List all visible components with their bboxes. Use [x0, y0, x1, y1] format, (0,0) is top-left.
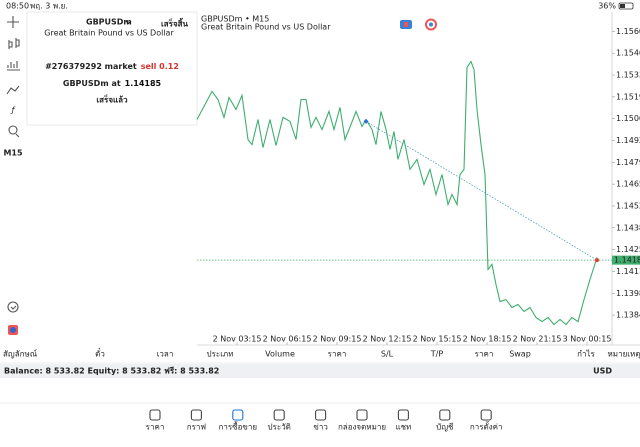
symbol-description: Great Britain Pound vs US Dollar [44, 29, 174, 38]
timeframe[interactable]: M15 [3, 149, 23, 158]
trade-levels-icon-inner [429, 22, 433, 27]
chart: GBPUSDm • M15 Great Britain Pound vs US … [196, 12, 640, 346]
order-symbol[interactable]: GBPUSDm [86, 18, 132, 27]
status-time: 08:50 [6, 2, 29, 11]
chart-subtitle: Great Britain Pound vs US Dollar [201, 23, 331, 32]
trade-exit [595, 258, 599, 263]
x-tick-label: 2 Nov 12:15 [363, 335, 412, 344]
x-tick-label: 2 Nov 15:15 [413, 335, 462, 344]
order-id: #276379292 market [45, 62, 137, 71]
symbol-chevron[interactable] [125, 20, 132, 25]
y-tick-label: 1.14385 [616, 223, 640, 232]
tab-label[interactable]: แชท [395, 423, 411, 432]
tab-label[interactable]: กราฟ [187, 423, 207, 432]
column-header[interactable]: ตั๋ว [95, 347, 105, 358]
column-header[interactable]: หมายเหตุ [608, 350, 640, 359]
tab-label[interactable]: กล่องจดหมาย [338, 423, 386, 432]
objects-tool[interactable] [6, 85, 20, 95]
order-price-line: GBPUSDm at 1.14185 [63, 79, 162, 88]
done-button[interactable]: เสร็จสิ้น [161, 18, 188, 29]
column-header[interactable]: T/P [430, 350, 444, 359]
crosshair-tool[interactable] [7, 16, 19, 28]
balance-row [0, 364, 640, 378]
y-tick-label: 1.14250 [616, 245, 640, 254]
one-click-icon-inner [404, 22, 408, 27]
price-line [196, 60, 598, 326]
status-date: พฤ. 3 พ.ย. [30, 2, 68, 11]
tab-icon[interactable] [480, 409, 492, 421]
current-price-box [612, 255, 640, 265]
column-header[interactable]: ราคา [328, 350, 347, 359]
x-tick-label: 2 Nov 09:15 [313, 335, 362, 344]
trade-levels-icon[interactable] [425, 18, 437, 31]
column-header[interactable]: S/L [381, 350, 394, 359]
column-header[interactable]: ราคา [475, 350, 494, 359]
y-tick-label: 1.15465 [616, 49, 640, 58]
tab-label[interactable]: การตั้งค่า [470, 421, 503, 432]
x-tick-label: 3 Nov 00:15 [563, 335, 612, 344]
left-toolbar: ƒ M15 [3, 16, 23, 335]
y-tick-label: 1.15195 [616, 92, 640, 101]
tab-icon[interactable] [149, 409, 161, 421]
order-price: 1.14185 [125, 79, 162, 88]
battery-icon [618, 2, 634, 10]
tab-label[interactable]: ราคา [146, 423, 165, 432]
y-tick-label: 1.14655 [616, 180, 640, 189]
column-header[interactable]: สัญลักษณ์ [3, 349, 38, 359]
tab-icon[interactable] [232, 409, 244, 421]
trade-entry [363, 118, 369, 124]
order-symbol-at: GBPUSDm at [63, 79, 121, 88]
tab-icon[interactable] [273, 409, 285, 421]
y-tick-label: 1.14925 [616, 136, 640, 145]
tab-icon[interactable] [397, 409, 409, 421]
order-panel [26, 11, 198, 126]
y-tick-label: 1.14520 [616, 201, 640, 210]
column-header[interactable]: กำไร [577, 350, 595, 359]
status-battery: 36% [598, 2, 616, 11]
chart-type-tool[interactable] [8, 38, 20, 49]
tab-label[interactable]: การซื้อขาย [219, 421, 258, 432]
battery-level [620, 4, 625, 8]
y-tick-label: 1.14115 [616, 267, 640, 276]
indicator-tool[interactable] [7, 61, 20, 71]
y-tick-label: 1.14790 [616, 158, 640, 167]
alert-tool[interactable] [7, 301, 19, 313]
balance-currency: USD [593, 367, 612, 376]
x-tick-label: 2 Nov 21:15 [513, 335, 562, 344]
x-tick-label: 2 Nov 03:15 [213, 335, 262, 344]
y-tick-label: 1.15060 [616, 114, 640, 123]
y-tick-label: 1.13845 [616, 311, 640, 320]
order-status: เสร็จแล้ว [96, 94, 128, 105]
x-tick-label: 2 Nov 18:15 [463, 335, 512, 344]
column-header[interactable]: Volume [265, 350, 295, 359]
tab-label[interactable]: ข่าว [313, 423, 327, 432]
y-tick-label: 1.13980 [616, 289, 640, 298]
function-tool[interactable]: ƒ [10, 106, 16, 115]
order-action: sell 0.12 [141, 62, 179, 71]
shapes-tool[interactable] [8, 125, 20, 138]
column-header[interactable]: ประเภท [207, 350, 234, 359]
tab-icon[interactable] [315, 409, 327, 421]
tab-icon[interactable] [190, 409, 202, 421]
balance-text: Balance: 8 533.82 Equity: 8 533.82 ฟรี: … [4, 366, 219, 376]
order-line: #276379292 market sell 0.12 [45, 62, 179, 71]
trade-tool-dot [10, 327, 16, 333]
chart-title: GBPUSDm • M15 [201, 15, 269, 24]
tab-icon[interactable] [356, 409, 368, 421]
column-header[interactable]: Swap [509, 350, 531, 359]
y-tick-label: 1.15330 [616, 71, 640, 80]
tab-bar: ราคา กราฟ การซื้อขาย ประวัติ ข่าว กล่องจดหมาย… [146, 409, 503, 432]
current-price-label: 1.14185 [614, 256, 640, 265]
tab-label[interactable]: ประวัติ [268, 423, 291, 432]
y-tick-label: 1.15600 [616, 27, 640, 36]
tab-label[interactable]: บัญชี [436, 423, 454, 432]
tab-icon[interactable] [439, 409, 451, 421]
column-header[interactable]: เวลา [157, 350, 174, 359]
positions-header: สัญลักษณ์ ตั๋ว เวลา ประเภท Volume ราคา S/L T/P ร… [3, 347, 640, 358]
x-tick-label: 2 Nov 06:15 [263, 335, 312, 344]
